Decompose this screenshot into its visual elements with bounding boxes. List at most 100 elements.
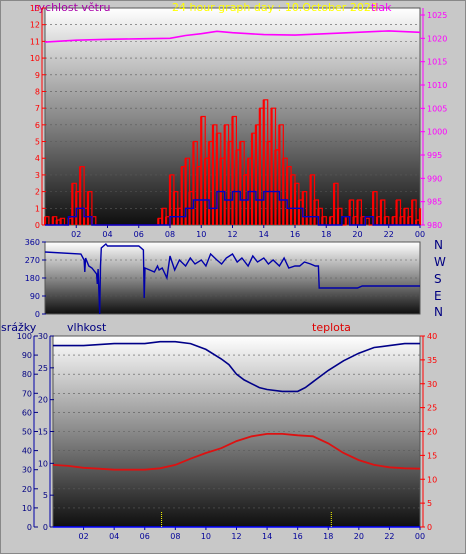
wind-speed-label: rychlost větru — [34, 1, 110, 14]
direction-axis-tick-label-0: 0 — [35, 310, 40, 319]
direction-label-n-bottom: N — [434, 305, 443, 319]
panel-3-x-tick-label-9: 20 — [354, 532, 364, 541]
panel-3-x-tick-label-0: 02 — [78, 532, 88, 541]
rain-axis-tick-label-9: 90 — [22, 351, 32, 360]
graph-title: 24 hour graph day : 10.October 2023 — [172, 1, 378, 14]
panel-3-x-tick-label-1: 04 — [109, 532, 119, 541]
wind-axis-tick-label-10: 10 — [30, 54, 40, 63]
direction-line — [44, 242, 420, 315]
panel-1-x-tick-label-4: 10 — [196, 230, 206, 239]
rain-axis-tick-label-0: 0 — [27, 523, 32, 532]
direction-axis-tick-label-4: 360 — [25, 238, 40, 247]
humidity-axis-tick-label-5: 25 — [38, 364, 48, 373]
temperature-label: teplota — [312, 321, 351, 334]
panel-1-x-tick-label-1: 04 — [102, 230, 112, 239]
pressure-axis-tick-label-2: 990 — [427, 174, 442, 183]
temperature-axis-tick-label-4: 20 — [427, 428, 437, 437]
direction-axis-tick-label-2: 180 — [25, 274, 40, 283]
wind-speed-line — [45, 190, 420, 226]
rain-axis-tick-label-10: 100 — [17, 332, 32, 341]
panel-1-x-tick-label-6: 14 — [259, 230, 269, 239]
panel-3-x-tick-label-4: 10 — [201, 532, 211, 541]
wind-axis-tick-label-5: 5 — [35, 138, 40, 147]
pressure-axis-tick-label-5: 1005 — [427, 104, 447, 113]
panel-2-series — [44, 242, 420, 315]
humidity-axis-tick-label-4: 20 — [38, 396, 48, 405]
wind-axis-tick-label-7: 7 — [35, 104, 40, 113]
pressure-axis-tick-label-8: 1020 — [427, 34, 447, 43]
wind-axis-tick-label-9: 9 — [35, 71, 40, 80]
rain-axis-tick-label-3: 30 — [22, 466, 32, 475]
rain-axis-tick-label-6: 60 — [22, 408, 32, 417]
direction-axis-tick-label-1: 90 — [30, 292, 40, 301]
panel-3-time-axis: 02 04 06 08 10 12 14 16 18 20 22 00 — [78, 527, 425, 541]
panel-3-x-tick-label-8: 18 — [323, 532, 333, 541]
rain-label: srážky — [1, 321, 37, 334]
temperature-axis: 0 5 10 15 20 25 30 35 40 — [420, 332, 437, 532]
humidity-axis-tick-label-3: 15 — [38, 428, 48, 437]
temperature-axis-tick-label-0: 0 — [427, 523, 432, 532]
panel-1-x-tick-label-7: 16 — [290, 230, 300, 239]
humidity-axis-tick-label-2: 10 — [38, 459, 48, 468]
rain-axis-tick-label-2: 20 — [22, 485, 32, 494]
panel-3-x-tick-label-2: 06 — [140, 532, 150, 541]
temperature-line — [52, 433, 421, 471]
temperature-axis-tick-label-2: 10 — [427, 475, 437, 484]
pressure-axis: 980 985 990 995 1000 1005 1010 1015 1020 1025 — [420, 8, 447, 230]
wind-axis-tick-label-3: 3 — [35, 171, 40, 180]
humidity-label: vlhkost — [67, 321, 107, 334]
direction-label-s: S — [434, 272, 442, 286]
humidity-axis-tick-label-6: 30 — [38, 332, 48, 341]
panel-3-x-tick-label-7: 16 — [293, 532, 303, 541]
panel-1-x-tick-label-8: 18 — [321, 230, 331, 239]
pressure-axis-tick-label-4: 1000 — [427, 128, 447, 137]
direction-label-e: E — [434, 289, 442, 303]
humidity-axis-tick-label-0: 0 — [43, 523, 48, 532]
humidity-axis-tick-label-1: 5 — [43, 491, 48, 500]
panel-3-x-tick-label-5: 12 — [231, 532, 241, 541]
wind-axis-tick-label-1: 1 — [35, 204, 40, 213]
humidity-line — [53, 340, 420, 393]
temperature-axis-tick-label-5: 25 — [427, 404, 437, 413]
rain-axis-tick-label-7: 70 — [22, 389, 32, 398]
direction-label-w: W — [434, 255, 446, 269]
wind-axis-tick-label-13: 13 — [30, 4, 40, 13]
wind-axis-tick-label-8: 8 — [35, 87, 40, 96]
pressure-axis-tick-label-7: 1015 — [427, 58, 447, 67]
panel-1-time-axis: 02 04 06 08 10 12 14 16 18 20 22 00 — [71, 225, 425, 239]
pressure-axis-tick-label-0: 980 — [427, 221, 442, 230]
wind-axis-tick-label-0: 0 — [35, 221, 40, 230]
temperature-axis-tick-label-8: 40 — [427, 332, 437, 341]
rain-axis-tick-label-4: 40 — [22, 447, 32, 456]
pressure-axis-tick-label-1: 985 — [427, 198, 442, 207]
panel-1-x-tick-label-9: 20 — [352, 230, 362, 239]
panel-1-x-tick-label-3: 08 — [165, 230, 175, 239]
wind-axis-tick-label-6: 6 — [35, 121, 40, 130]
humidity-axis: 0 5 10 15 20 25 30 — [38, 332, 54, 532]
panel-1-x-tick-label-11: 00 — [415, 230, 425, 239]
rain-axis: 0 10 20 30 40 50 60 70 80 90 100 — [17, 332, 38, 532]
panel-1-series — [43, 30, 422, 226]
pressure-axis-tick-label-9: 1025 — [427, 11, 447, 20]
wind-axis-tick-label-12: 12 — [30, 21, 40, 30]
panel-3-x-tick-label-11: 00 — [415, 532, 425, 541]
rain-axis-tick-label-5: 50 — [22, 428, 32, 437]
wind-axis-tick-label-4: 4 — [35, 154, 40, 163]
pressure-axis-tick-label-3: 995 — [427, 151, 442, 160]
temperature-axis-tick-label-1: 5 — [427, 499, 432, 508]
direction-axis-tick-label-3: 270 — [25, 256, 40, 265]
panel-3-series — [52, 340, 421, 528]
temperature-axis-tick-label-3: 15 — [427, 451, 437, 460]
panel-1-x-tick-label-2: 06 — [134, 230, 144, 239]
panel-1-x-tick-label-0: 02 — [71, 230, 81, 239]
rain-axis-tick-label-1: 10 — [22, 504, 32, 513]
wind-axis-tick-label-11: 11 — [30, 37, 40, 46]
panel-3-x-tick-label-10: 22 — [384, 532, 394, 541]
wind-axis-tick-label-2: 2 — [35, 188, 40, 197]
panel-1-x-tick-label-5: 12 — [227, 230, 237, 239]
panel-1-x-tick-label-10: 22 — [384, 230, 394, 239]
direction-label-n-top: N — [434, 238, 443, 252]
panel-3-x-tick-label-6: 14 — [262, 532, 272, 541]
